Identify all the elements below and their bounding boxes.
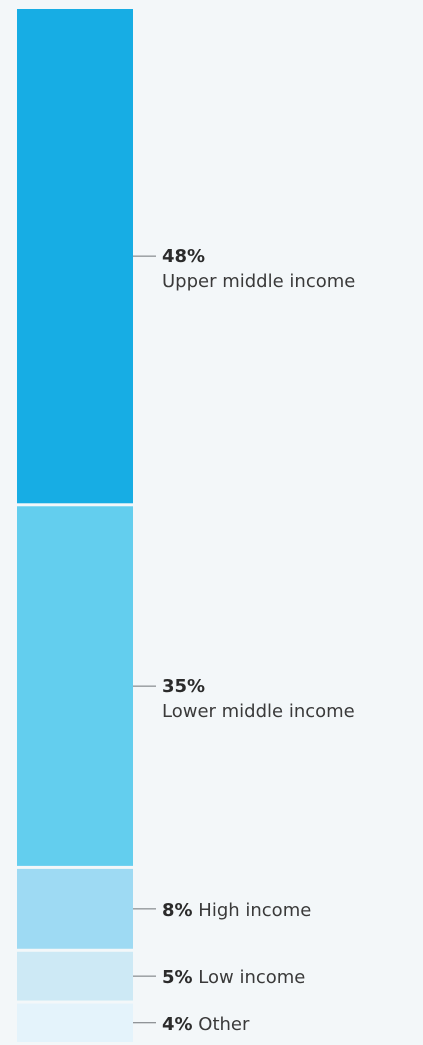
category-label-high-income: High income	[193, 900, 312, 921]
category-label-lower-middle-income: Lower middle income	[162, 701, 355, 722]
bar-segment-lower-middle-income	[17, 506, 133, 866]
category-label-upper-middle-income: Upper middle income	[162, 271, 355, 292]
value-label-other: 4%	[162, 1014, 193, 1035]
value-label-upper-middle-income: 48%	[162, 246, 205, 267]
segment-label-low-income: 5% Low income	[162, 967, 305, 988]
value-label-lower-middle-income: 35%	[162, 676, 205, 697]
segment-label-other: 4% Other	[162, 1014, 250, 1035]
bar-segment-upper-middle-income	[17, 9, 133, 504]
category-label-other: Other	[193, 1014, 250, 1035]
category-label-low-income: Low income	[193, 967, 306, 988]
bar-segment-other	[17, 1003, 133, 1042]
value-label-low-income: 5%	[162, 967, 193, 988]
stacked-bar	[17, 9, 133, 1042]
segment-label-high-income: 8% High income	[162, 900, 311, 921]
bar-segment-high-income	[17, 868, 133, 949]
value-label-high-income: 8%	[162, 900, 193, 921]
segment-labels: 48% Upper middle income 35% Lower middle in…	[133, 246, 355, 1035]
bar-segment-low-income	[17, 951, 133, 1001]
